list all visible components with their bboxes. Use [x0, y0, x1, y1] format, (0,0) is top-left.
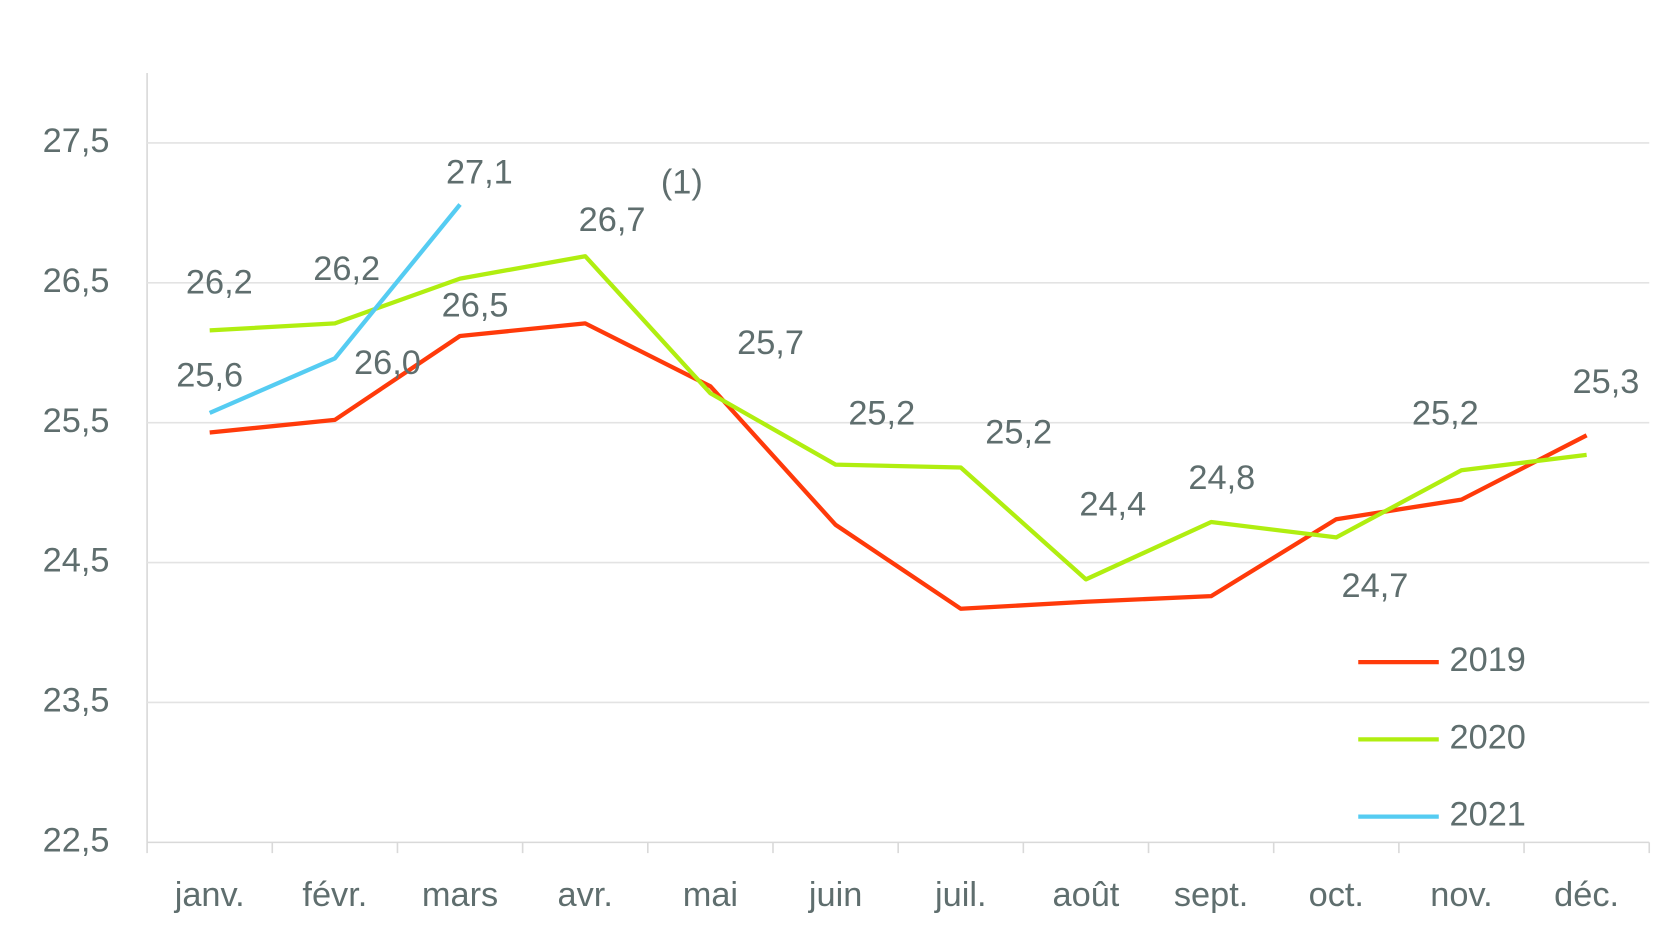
data-label: 26,0 — [354, 344, 421, 382]
data-label: 25,2 — [985, 413, 1052, 451]
series-line — [209, 321, 1588, 611]
data-label: 24,8 — [1188, 459, 1255, 497]
x-tick-label: oct. — [1309, 876, 1364, 914]
x-tick-label: janv. — [174, 876, 245, 914]
data-label: 26,2 — [313, 250, 380, 288]
data-label: 25,7 — [737, 324, 804, 362]
legend-label: 2019 — [1450, 641, 1526, 679]
y-tick-label: 26,5 — [43, 262, 110, 300]
y-tick-label: 24,5 — [43, 542, 110, 580]
data-label: 24,4 — [1079, 485, 1146, 523]
data-label: 25,2 — [1412, 395, 1479, 433]
x-tick-label: déc. — [1554, 876, 1619, 914]
data-label: 25,6 — [176, 357, 243, 395]
x-tick-label: août — [1053, 876, 1120, 914]
series-line — [209, 254, 1587, 582]
y-tick-label: 25,5 — [43, 402, 110, 440]
data-label: 25,3 — [1573, 363, 1640, 401]
data-label: 26,2 — [186, 263, 253, 301]
x-tick-label: nov. — [1430, 876, 1492, 914]
y-tick-label: 23,5 — [43, 682, 110, 720]
annotation: (1) — [661, 164, 703, 202]
x-tick-label: mars — [422, 876, 498, 914]
data-label: 26,7 — [579, 201, 646, 239]
legend-label: 2021 — [1450, 796, 1526, 834]
legend-label: 2020 — [1450, 718, 1526, 756]
data-label: 26,5 — [442, 287, 509, 325]
x-tick-label: févr. — [302, 876, 367, 914]
series-line — [208, 203, 462, 415]
x-tick-label: avr. — [558, 876, 613, 914]
data-label: 27,1 — [446, 154, 513, 192]
x-tick-label: juin — [808, 876, 862, 914]
x-tick-label: sept. — [1174, 876, 1248, 914]
data-label: 24,7 — [1342, 567, 1409, 605]
data-label: 25,2 — [848, 394, 915, 432]
x-tick-label: mai — [683, 876, 738, 914]
x-tick-label: juil. — [934, 876, 987, 914]
y-tick-label: 22,5 — [43, 821, 110, 859]
y-tick-label: 27,5 — [43, 122, 110, 160]
